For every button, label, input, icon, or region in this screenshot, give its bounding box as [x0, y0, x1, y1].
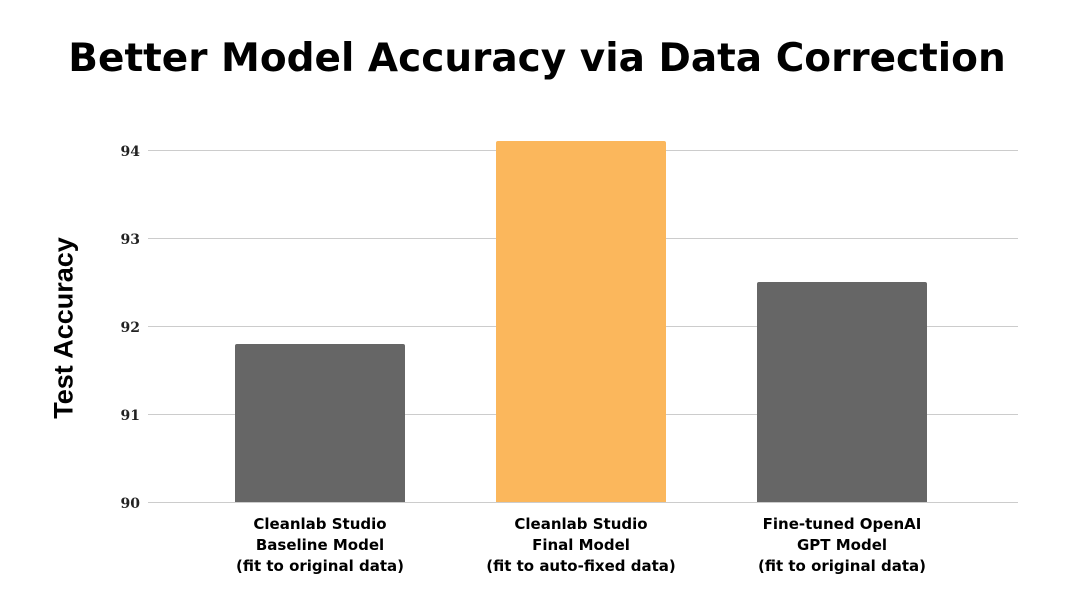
chart-title: Better Model Accuracy via Data Correctio… [68, 36, 1006, 81]
x-label-line: Cleanlab Studio [253, 515, 387, 533]
x-label-line: (fit to auto-fixed data) [486, 557, 676, 575]
x-label-line: GPT Model [796, 536, 888, 554]
x-label-line: Cleanlab Studio [514, 515, 648, 533]
bar [757, 282, 927, 502]
y-tick-label: 90 [120, 496, 140, 512]
y-tick-label: 91 [120, 408, 140, 424]
y-tick-label: 92 [120, 320, 140, 336]
x-label-line: Fine-tuned OpenAI [762, 515, 922, 533]
gridline-90 [148, 502, 1018, 503]
x-category-label: Cleanlab Studio Baseline Model (fit to o… [190, 514, 450, 577]
bar [235, 343, 405, 502]
x-category-label: Fine-tuned OpenAI GPT Model (fit to orig… [712, 514, 972, 577]
x-label-line: (fit to original data) [236, 557, 404, 575]
x-label-line: (fit to original data) [758, 557, 926, 575]
x-label-line: Final Model [532, 536, 630, 554]
x-category-label: Cleanlab Studio Final Model (fit to auto… [451, 514, 711, 577]
y-tick-label: 94 [120, 144, 140, 160]
y-tick-label: 93 [120, 232, 140, 248]
x-label-line: Baseline Model [255, 536, 385, 554]
bar [496, 141, 666, 502]
